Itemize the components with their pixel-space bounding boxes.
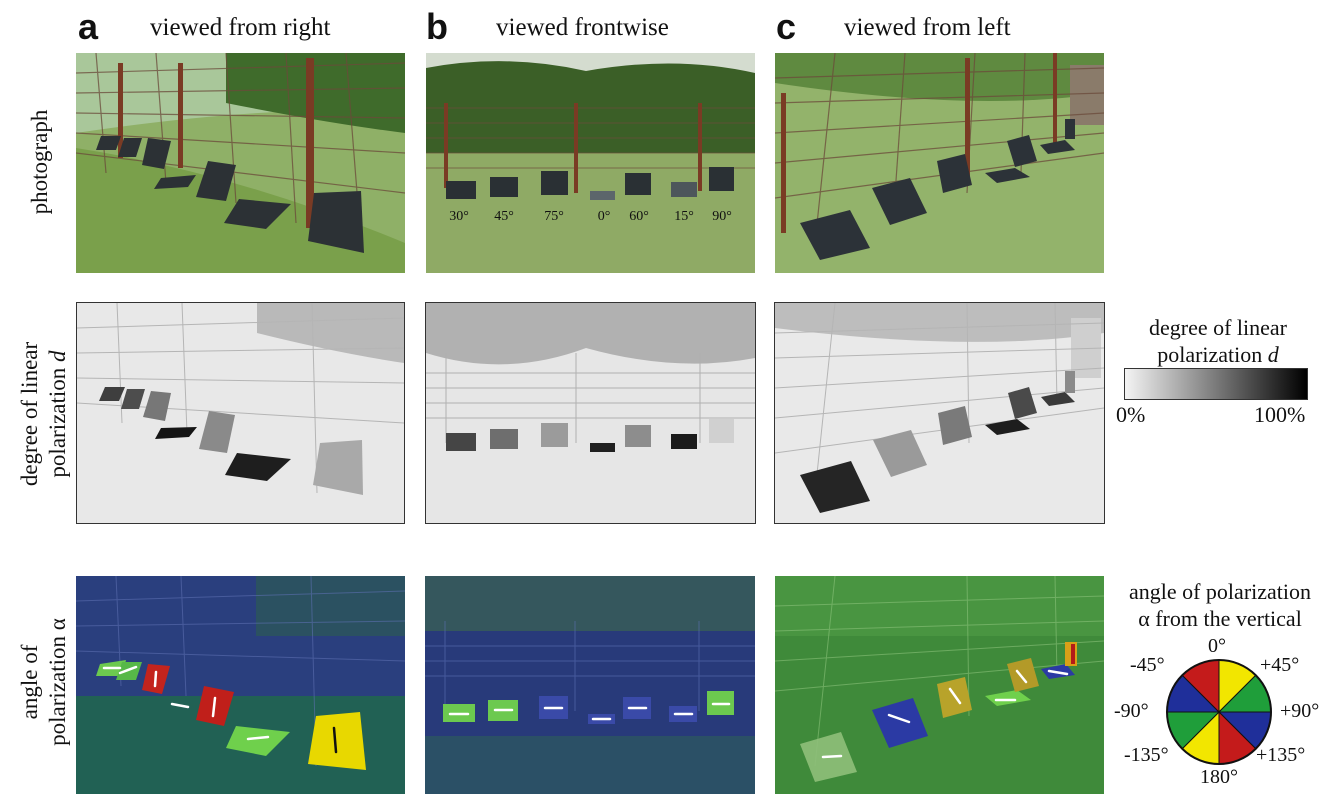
dolp-colorbar	[1124, 368, 1308, 400]
dolp-legend-min: 0%	[1116, 402, 1146, 427]
dolp-legend-max: 100%	[1254, 402, 1306, 427]
panel-title-a: viewed from right	[150, 14, 331, 41]
dolp-legend-title-line1: degree of linear	[1148, 315, 1288, 340]
wheel-label-plus90: +90°	[1280, 700, 1320, 722]
row-label-dolp: degree of linear polarization d	[16, 314, 72, 514]
photo-panel-c	[775, 53, 1104, 273]
dolp-legend-title-line2: polarization	[1157, 342, 1263, 367]
angle-label-45: 45°	[494, 209, 514, 224]
aop-panel-c	[775, 576, 1104, 794]
dolp-legend-title: degree of linear polarization d	[1118, 314, 1318, 368]
dolp-panel-c	[774, 302, 1105, 524]
panel-letter-b: b	[426, 6, 448, 47]
panel-title-c: viewed from left	[844, 14, 1011, 41]
aop-legend-title-line1: angle of polarization	[1128, 579, 1312, 604]
photo-panel-b: 30° 45° 75° 0° 60° 15° 90°	[426, 53, 755, 273]
angle-label-15: 15°	[674, 209, 694, 224]
aop-panel-b	[425, 576, 755, 794]
wheel-label-plus45: +45°	[1260, 654, 1300, 676]
dolp-legend-symbol: d	[1267, 342, 1279, 367]
wheel-label-minus90: -90°	[1114, 700, 1149, 722]
aop-color-wheel	[1166, 659, 1272, 765]
aop-panel-a	[76, 576, 405, 794]
row-label-dolp-line2: polarization	[45, 367, 70, 478]
photo-panel-a	[76, 53, 405, 273]
aop-legend-title-line2: α from the vertical	[1138, 606, 1302, 631]
row-label-aop-line2: polarization α	[45, 618, 70, 746]
row-label-photograph: photograph	[27, 109, 52, 215]
row-label-aop: angle of polarization α	[16, 582, 72, 782]
angle-label-75: 75°	[544, 209, 564, 224]
panel-letter-c: c	[776, 6, 797, 47]
angle-label-60: 60°	[629, 209, 649, 224]
dolp-panel-b	[425, 302, 756, 524]
wheel-label-minus45: -45°	[1130, 654, 1165, 676]
wheel-label-minus135: -135°	[1124, 744, 1169, 766]
angle-label-90: 90°	[712, 209, 732, 224]
panel-letter-a: a	[78, 6, 99, 47]
panel-title-b: viewed frontwise	[496, 14, 669, 41]
aop-legend-title: angle of polarization α from the vertica…	[1108, 578, 1332, 632]
row-label-dolp-line1: degree of linear	[17, 341, 42, 487]
angle-label-30: 30°	[449, 209, 469, 224]
wheel-label-0: 0°	[1208, 635, 1226, 657]
wheel-label-180: 180°	[1200, 766, 1238, 788]
row-label-dolp-symbol: d	[45, 350, 70, 362]
dolp-panel-a	[76, 302, 405, 524]
row-label-aop-line1: angle of	[17, 644, 42, 720]
wheel-label-plus135: +135°	[1256, 744, 1306, 766]
angle-label-0: 0°	[598, 209, 611, 224]
